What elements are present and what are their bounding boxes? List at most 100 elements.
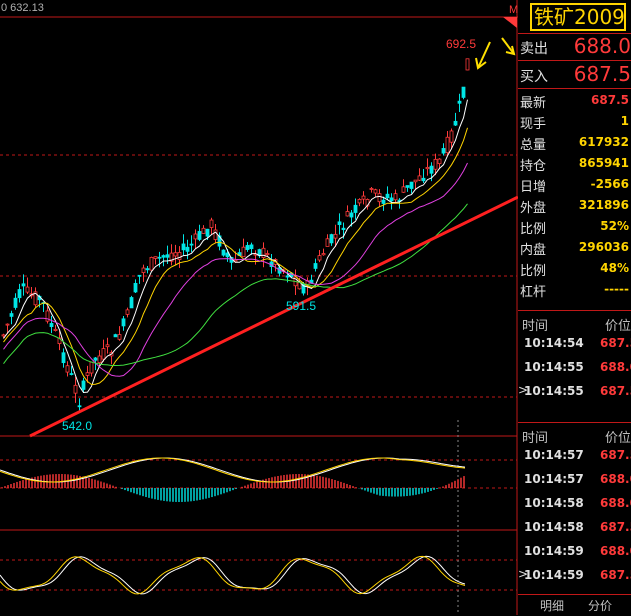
- candle-body: [337, 221, 342, 226]
- candle-body: [177, 252, 182, 260]
- ticks-header-2: 时间 价位: [518, 424, 631, 446]
- candle-body: [9, 313, 14, 317]
- candle-body: [441, 148, 446, 154]
- candle-body: [53, 328, 58, 331]
- tick-price: 688.0: [600, 544, 631, 558]
- candle-body: [189, 243, 194, 246]
- candle-body: [345, 211, 350, 217]
- candle-body: [433, 158, 438, 170]
- candle-body: [149, 257, 154, 271]
- candle-body: [1, 334, 6, 337]
- stat-value: 687.5: [591, 93, 629, 107]
- candle-body: [321, 253, 326, 256]
- stat-row: 外盘 321896: [518, 195, 631, 216]
- tick-row[interactable]: >10:14:59 687.5: [518, 564, 631, 588]
- tick-marker: >: [518, 383, 529, 397]
- stat-row: 持仓 865941: [518, 153, 631, 174]
- candle-body: [429, 165, 434, 174]
- stat-label: 最新: [520, 96, 547, 111]
- candle-body: [69, 373, 74, 375]
- candle-body: [21, 283, 26, 287]
- candle-body: [45, 310, 50, 322]
- tick-row[interactable]: >10:14:55 687.5: [518, 380, 631, 404]
- candle-body: [393, 193, 398, 201]
- candle-body: [425, 167, 430, 170]
- candle-body: [317, 255, 322, 261]
- buy-row[interactable]: 买入 687.5: [518, 62, 631, 88]
- candle-body: [141, 267, 146, 274]
- candle-body: [221, 249, 226, 256]
- candle-body: [5, 323, 10, 326]
- candle-body: [73, 384, 78, 394]
- tick-price: 688.0: [600, 472, 631, 486]
- candle-body: [461, 86, 466, 98]
- candle-body: [201, 227, 206, 234]
- tick-price: 687.5: [600, 336, 631, 350]
- oscillator-lines: [0, 457, 466, 595]
- candle-body: [117, 334, 122, 340]
- stat-value: 52%: [600, 219, 629, 233]
- stat-label: 内盘: [520, 243, 547, 258]
- candle-body: [25, 286, 30, 293]
- stat-label: 比例: [520, 222, 547, 237]
- candle-body: [361, 195, 366, 200]
- sell-row[interactable]: 卖出 688.0: [518, 34, 631, 60]
- kline-chart[interactable]: 0 632.13 M 692.5 591.5 542.0: [0, 0, 518, 615]
- ticks-header-price-2: 价位: [605, 431, 631, 446]
- stat-value: 48%: [600, 261, 629, 275]
- tick-row[interactable]: 10:14:57 687.5: [518, 444, 631, 468]
- candle-body: [145, 268, 150, 271]
- candle-body: [437, 158, 442, 164]
- candle-body: [33, 291, 38, 306]
- panel-tabs: 明细 分价: [518, 594, 631, 616]
- moving-average-line: [3, 162, 468, 377]
- candle-body: [313, 263, 318, 269]
- tick-time: 10:14:57: [524, 448, 584, 462]
- tick-row[interactable]: 10:14:54 687.5: [518, 332, 631, 356]
- tick-row[interactable]: 10:14:58 687.5: [518, 516, 631, 540]
- tick-row[interactable]: 10:14:55 688.0: [518, 356, 631, 380]
- candle-body: [193, 233, 198, 240]
- candle-body: [129, 297, 134, 309]
- tab-price[interactable]: 分价: [588, 599, 613, 613]
- candle-body: [101, 348, 106, 360]
- candle-body: [121, 318, 126, 327]
- candle-body: [401, 186, 406, 193]
- candle-body: [373, 189, 378, 194]
- moving-average-line: [3, 127, 468, 386]
- tick-row[interactable]: 10:14:58 688.0: [518, 492, 631, 516]
- candle-body: [209, 219, 214, 228]
- candle-body: [197, 231, 202, 240]
- candle-body: [205, 228, 210, 237]
- candle-body: [377, 193, 382, 203]
- stat-value: -2566: [590, 177, 629, 191]
- tick-price: 687.5: [600, 568, 631, 582]
- trendline: [29, 195, 518, 438]
- stat-label: 杠杆: [520, 285, 547, 300]
- tick-time: 10:14:58: [524, 520, 584, 534]
- tick-row[interactable]: 10:14:59 688.0: [518, 540, 631, 564]
- sell-value: 688.0: [573, 34, 631, 58]
- low-price-label: 542.0: [62, 419, 92, 433]
- candle-body: [93, 357, 98, 361]
- macd-signal-line: [0, 457, 466, 483]
- candle-body: [389, 197, 394, 202]
- candle-body: [245, 245, 250, 250]
- tick-row[interactable]: 10:14:57 688.0: [518, 468, 631, 492]
- candle-body: [153, 256, 158, 259]
- tab-detail[interactable]: 明细: [540, 599, 565, 613]
- stat-value: 865941: [578, 156, 629, 170]
- tick-time: 10:14:58: [524, 496, 584, 510]
- stat-label: 现手: [520, 117, 547, 132]
- tick-price: 687.5: [600, 448, 631, 462]
- candle-body: [113, 334, 118, 338]
- chart-marker-letter: M: [509, 4, 518, 16]
- candle-body: [85, 372, 90, 376]
- candle-body: [81, 380, 86, 390]
- candle-body: [13, 297, 18, 308]
- buy-label: 买入: [520, 69, 548, 85]
- candle-body: [77, 405, 82, 408]
- candle-body: [225, 252, 230, 258]
- stat-value: 296036: [578, 240, 629, 254]
- moving-average-line: [3, 99, 468, 394]
